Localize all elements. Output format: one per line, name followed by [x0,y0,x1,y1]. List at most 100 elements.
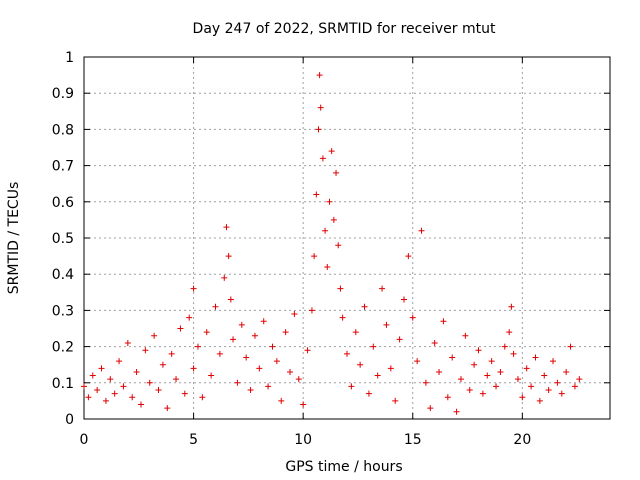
data-series [81,72,583,415]
data-point [523,365,530,372]
data-point [81,383,87,390]
data-point [265,383,272,390]
data-point [493,383,500,390]
data-point [142,347,149,354]
data-point [501,343,508,350]
data-point [212,303,219,310]
data-point [335,242,342,249]
x-tick-label: 5 [189,432,198,448]
grid [84,57,610,419]
data-point [177,325,184,332]
data-point [471,361,478,368]
data-point [339,314,346,321]
x-axis-label: GPS time / hours [285,459,402,475]
x-tick-label: 0 [80,432,89,448]
data-point [247,387,254,394]
data-point [431,339,438,346]
data-point [427,405,434,412]
data-point [282,329,289,336]
data-point [330,216,337,223]
data-point [291,311,298,318]
axis-ticks: 00.10.20.30.40.50.60.70.80.910 5 10 15 20 [52,50,610,448]
data-point [190,365,197,372]
data-point [392,397,399,404]
data-point [94,387,101,394]
data-point [85,394,92,401]
data-point [199,394,206,401]
data-point [230,336,237,343]
data-point [304,347,311,354]
data-point [221,274,228,281]
data-point [563,368,570,375]
data-point [137,401,144,408]
data-point [508,303,515,310]
data-point [466,387,473,394]
data-point [532,354,539,361]
data-point [129,394,136,401]
data-point [251,332,258,339]
data-point [287,368,294,375]
data-point [308,307,315,314]
data-point [238,321,245,328]
x-tick-label: 10 [294,432,312,448]
data-point [510,350,517,357]
data-point [418,227,425,234]
data-point [322,227,329,234]
y-tick-label: 1 [65,50,74,66]
data-point [567,343,574,350]
data-point [357,361,364,368]
data-point [124,339,131,346]
data-point [190,285,197,292]
data-point [146,379,153,386]
data-point [324,263,331,270]
data-point [227,296,234,303]
data-point [479,390,486,397]
data-point [436,368,443,375]
data-point [269,343,276,350]
data-point [374,372,381,379]
data-point [344,350,350,357]
data-point [545,387,552,394]
data-point [186,314,193,321]
y-tick-label: 0.3 [52,303,74,319]
y-tick-label: 0.6 [52,195,74,211]
data-point [519,394,526,401]
y-tick-label: 0.5 [52,231,74,247]
data-point [315,126,322,133]
data-point [453,408,460,415]
y-tick-label: 0.1 [52,376,74,392]
data-point [317,104,324,111]
data-point [328,148,335,155]
y-tick-label: 0.8 [52,122,74,138]
data-point [361,303,368,310]
data-point [571,383,578,390]
data-point [151,332,158,339]
data-point [120,383,127,390]
data-point [225,253,232,260]
data-point [475,347,482,354]
data-point [260,318,267,325]
data-point [278,397,285,404]
data-point [444,394,451,401]
data-point [497,368,504,375]
data-point [396,336,403,343]
data-point [379,285,386,292]
data-point [554,379,561,386]
data-point [111,390,118,397]
data-point [234,379,241,386]
data-point [194,343,201,350]
data-point [365,390,372,397]
y-tick-label: 0.4 [52,267,74,283]
data-point [457,376,464,383]
data-point [223,224,230,231]
data-point [311,253,318,260]
data-point [506,329,513,336]
data-point [414,358,421,365]
data-point [440,318,447,325]
data-point [208,372,215,379]
data-point [164,405,171,412]
data-point [116,358,123,365]
y-axis-label: SRMTID / TECUs [6,182,22,295]
data-point [159,361,166,368]
